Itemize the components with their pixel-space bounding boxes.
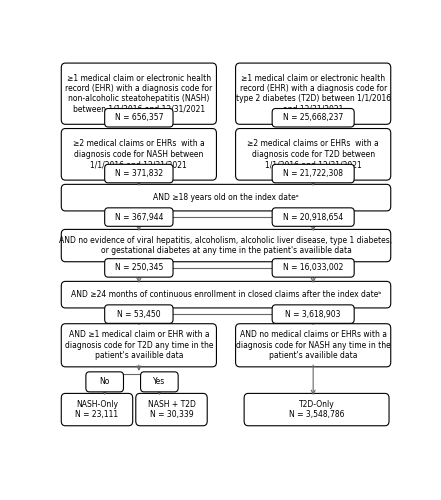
FancyBboxPatch shape xyxy=(272,208,354,227)
Text: AND ≥1 medical claim or EHR with a
diagnosis code for T2D any time in the
patien: AND ≥1 medical claim or EHR with a diagn… xyxy=(65,330,213,360)
Text: AND ≥24 months of continuous enrollment in closed claims after the index dateᵇ: AND ≥24 months of continuous enrollment … xyxy=(71,290,381,299)
FancyBboxPatch shape xyxy=(61,324,217,367)
Text: No: No xyxy=(100,378,110,386)
FancyBboxPatch shape xyxy=(235,128,391,180)
FancyBboxPatch shape xyxy=(61,128,217,180)
FancyBboxPatch shape xyxy=(86,372,123,392)
FancyBboxPatch shape xyxy=(105,208,173,227)
FancyBboxPatch shape xyxy=(272,164,354,183)
Text: N = 16,033,002: N = 16,033,002 xyxy=(283,264,344,272)
FancyBboxPatch shape xyxy=(105,305,173,324)
Text: T2D-Only
N = 3,548,786: T2D-Only N = 3,548,786 xyxy=(289,400,344,419)
Text: N = 21,722,308: N = 21,722,308 xyxy=(283,169,343,178)
FancyBboxPatch shape xyxy=(272,108,354,127)
FancyBboxPatch shape xyxy=(105,258,173,277)
FancyBboxPatch shape xyxy=(61,282,391,308)
FancyBboxPatch shape xyxy=(235,63,391,124)
Text: NASH-Only
N = 23,111: NASH-Only N = 23,111 xyxy=(75,400,119,419)
FancyBboxPatch shape xyxy=(244,394,389,426)
Text: AND ≥18 years old on the index dateᵃ: AND ≥18 years old on the index dateᵃ xyxy=(153,193,299,202)
Text: AND no medical claims or EHRs with a
diagnosis code for NASH any time in the
pat: AND no medical claims or EHRs with a dia… xyxy=(236,330,391,360)
Text: N = 371,832: N = 371,832 xyxy=(115,169,163,178)
FancyBboxPatch shape xyxy=(61,394,133,426)
FancyBboxPatch shape xyxy=(272,305,354,324)
FancyBboxPatch shape xyxy=(136,394,207,426)
Text: N = 3,618,903: N = 3,618,903 xyxy=(285,310,341,318)
Text: NASH + T2D
N = 30,339: NASH + T2D N = 30,339 xyxy=(148,400,195,419)
Text: N = 25,668,237: N = 25,668,237 xyxy=(283,114,343,122)
FancyBboxPatch shape xyxy=(61,184,391,211)
Text: N = 20,918,654: N = 20,918,654 xyxy=(283,212,343,222)
FancyBboxPatch shape xyxy=(61,63,217,124)
FancyBboxPatch shape xyxy=(105,164,173,183)
FancyBboxPatch shape xyxy=(105,108,173,127)
Text: ≥1 medical claim or electronic health
record (EHR) with a diagnosis code for
typ: ≥1 medical claim or electronic health re… xyxy=(235,74,391,114)
Text: ≥2 medical claims or EHRs  with a
diagnosis code for T2D between
1/1/2016 and 12: ≥2 medical claims or EHRs with a diagnos… xyxy=(247,140,379,169)
FancyBboxPatch shape xyxy=(141,372,178,392)
Text: ≥2 medical claims or EHRs  with a
diagnosis code for NASH between
1/1/2016 and 1: ≥2 medical claims or EHRs with a diagnos… xyxy=(73,140,205,169)
Text: N = 656,357: N = 656,357 xyxy=(115,114,163,122)
Text: ≥1 medical claim or electronic health
record (EHR) with a diagnosis code for
non: ≥1 medical claim or electronic health re… xyxy=(65,74,213,114)
Text: N = 53,450: N = 53,450 xyxy=(117,310,161,318)
FancyBboxPatch shape xyxy=(235,324,391,367)
FancyBboxPatch shape xyxy=(272,258,354,277)
Text: N = 250,345: N = 250,345 xyxy=(115,264,163,272)
Text: AND no evidence of viral hepatitis, alcoholism, alcoholic liver disease, type 1 : AND no evidence of viral hepatitis, alco… xyxy=(60,236,392,256)
Text: N = 367,944: N = 367,944 xyxy=(115,212,163,222)
FancyBboxPatch shape xyxy=(61,230,391,262)
Text: Yes: Yes xyxy=(153,378,165,386)
